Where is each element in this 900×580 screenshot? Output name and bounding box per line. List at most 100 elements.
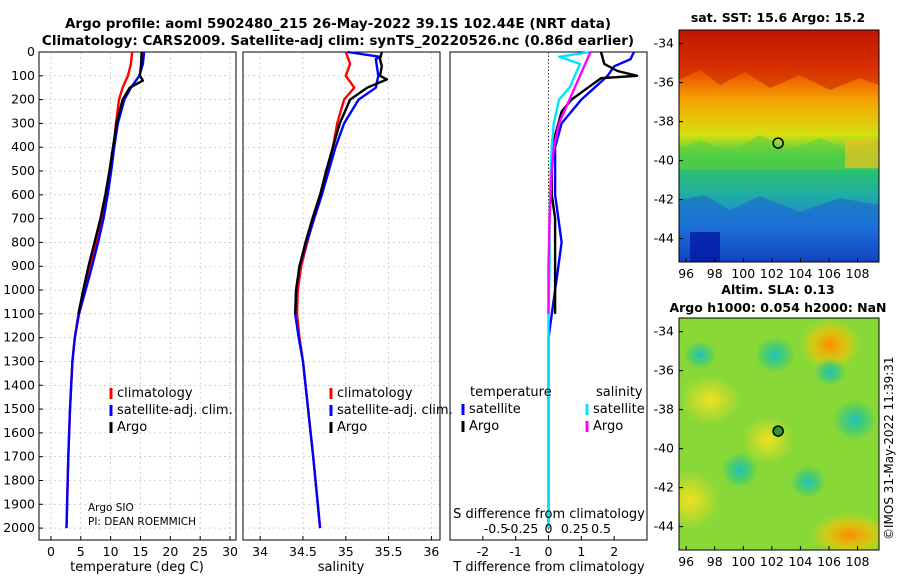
lon-tick-label: 106 (817, 266, 841, 281)
sla-map: Altim. SLA: 0.13 Argo h1000: 0.054 h2000… (654, 282, 887, 569)
series-line-argo (294, 51, 389, 314)
y-tick-label: 200 (11, 92, 35, 107)
difference-legend: temperature salinity satellite Argo satellit… (461, 385, 645, 434)
s-tick-label: -0.5 (484, 521, 508, 536)
legend-label: satellite (593, 402, 645, 417)
y-tick-label: 1800 (3, 472, 35, 487)
lat-tick-label: -36 (654, 75, 674, 90)
sst-lat-tick-labels: -34 -36 -38 -40 -42 -44 (654, 36, 683, 246)
x-tick-label: 35 (338, 544, 354, 559)
lon-tick-label: 102 (760, 554, 784, 569)
sla-map-subtitle: Argo h1000: 0.054 h2000: NaN (669, 300, 886, 315)
lon-tick-label: 102 (760, 266, 784, 281)
s-difference-label: S difference from climatology (453, 507, 645, 522)
lon-tick-label: 98 (707, 554, 723, 569)
legend-title-temperature: temperature (470, 385, 552, 400)
sst-map-title: sat. SST: 15.6 Argo: 15.2 (691, 10, 865, 25)
sla-low-anomaly (722, 452, 758, 488)
lon-tick-label: 96 (678, 554, 694, 569)
title-line-1: Argo profile: aoml 5902480_215 26-May-20… (65, 16, 611, 32)
y-tick-label: 900 (11, 258, 35, 273)
y-tick-label: 800 (11, 234, 35, 249)
sla-low-anomaly (684, 341, 716, 369)
y-tick-label: 1200 (3, 330, 35, 345)
lat-tick-label: -36 (654, 363, 674, 378)
difference-panel: -2 -1 0 1 2 T difference from climatology S … (449, 50, 648, 575)
legend-label: Argo (593, 419, 623, 434)
sst-map: sat. SST: 15.6 Argo: 15.2 96 98 100 102 104 1… (654, 10, 880, 281)
series-line-s-argo (547, 51, 592, 314)
sst-cold-band (679, 195, 879, 262)
salinity-axes-frame (242, 51, 441, 541)
sst-warm-band (679, 30, 879, 90)
x-tick-label: 1 (577, 544, 585, 559)
legend-title-salinity: salinity (596, 385, 643, 400)
sla-map-frame (678, 317, 880, 551)
salinity-panel: 34 34.5 35 35.5 36 salinity climatology satel… (242, 50, 453, 575)
legend-label: Argo (117, 420, 147, 435)
y-tick-label: 500 (11, 163, 35, 178)
y-tick-label: 100 (11, 68, 35, 83)
temperature-legend: climatology satellite-adj. clim. Argo (109, 386, 233, 435)
y-tick-label: 1600 (3, 425, 35, 440)
lat-tick-label: -42 (654, 480, 674, 495)
lat-tick-label: -44 (654, 231, 674, 246)
series-line-t-satellite (547, 51, 635, 529)
sla-high-anomaly (800, 319, 860, 371)
y-tick-label: 300 (11, 115, 35, 130)
lat-tick-label: -44 (654, 519, 674, 534)
sst-argo-location-marker (772, 137, 784, 149)
salinity-grid (243, 51, 440, 540)
x-tick-label: 36 (423, 544, 439, 559)
y-tick-label: 1100 (3, 306, 35, 321)
y-tick-label: 600 (11, 187, 35, 202)
sla-low-anomaly (833, 400, 877, 440)
legend-label: satellite-adj. clim. (117, 403, 233, 418)
series-line-argo (77, 51, 145, 315)
s-tick-label: 0 (545, 521, 553, 536)
legend-label: Argo (337, 420, 367, 435)
lat-tick-label: -34 (654, 36, 674, 51)
salinity-tick-labels: 34 34.5 35 35.5 36 (252, 536, 439, 559)
lon-tick-label: 106 (817, 554, 841, 569)
x-tick-label: 10 (103, 544, 119, 559)
lon-tick-label: 100 (731, 266, 755, 281)
temperature-axes-frame (38, 51, 237, 541)
sla-low-anomaly (790, 466, 826, 498)
salinity-lines (294, 50, 389, 529)
temperature-lines (65, 51, 146, 529)
x-tick-label: 20 (162, 544, 178, 559)
salinity-xlabel: salinity (318, 560, 365, 575)
sla-lon-tick-labels: 96 98 100 102 104 106 108 (678, 546, 870, 569)
y-tick-label: 2000 (3, 520, 35, 535)
x-tick-label: 0 (47, 544, 55, 559)
x-tick-label: -1 (509, 544, 521, 559)
y-tick-label: 1700 (3, 449, 35, 464)
y-tick-label: 400 (11, 139, 35, 154)
sla-high-anomaly (679, 470, 720, 530)
x-tick-label: 0 (545, 544, 553, 559)
difference-lines (547, 50, 639, 529)
y-tick-label: 700 (11, 211, 35, 226)
sla-low-anomaly (814, 358, 846, 386)
series-line-satellite-adj-clim- (294, 50, 382, 529)
y-tick-label: 0 (27, 44, 35, 59)
sst-front-band (679, 135, 879, 170)
temperature-panel: 0100200300400500600700800900100011001200… (3, 44, 238, 575)
y-tick-label: 1000 (3, 282, 35, 297)
copyright-stamp: ©IMOS 31-May-2022 11:39:31 (882, 356, 896, 540)
title-line-2: Climatology: CARS2009. Satellite-adj cli… (42, 33, 634, 49)
lat-tick-label: -38 (654, 114, 674, 129)
temperature-grid (39, 51, 236, 540)
x-tick-label: 25 (192, 544, 208, 559)
s-tick-label: 0.5 (591, 521, 611, 536)
lon-tick-label: 96 (678, 266, 694, 281)
sla-high-anomaly (810, 513, 879, 550)
x-tick-label: 30 (222, 544, 238, 559)
sla-high-anomaly (680, 375, 740, 425)
lon-tick-label: 108 (846, 554, 870, 569)
sst-cold-patch (690, 232, 720, 262)
x-tick-label: 34 (252, 544, 268, 559)
s-tick-label: -0.25 (506, 521, 538, 536)
